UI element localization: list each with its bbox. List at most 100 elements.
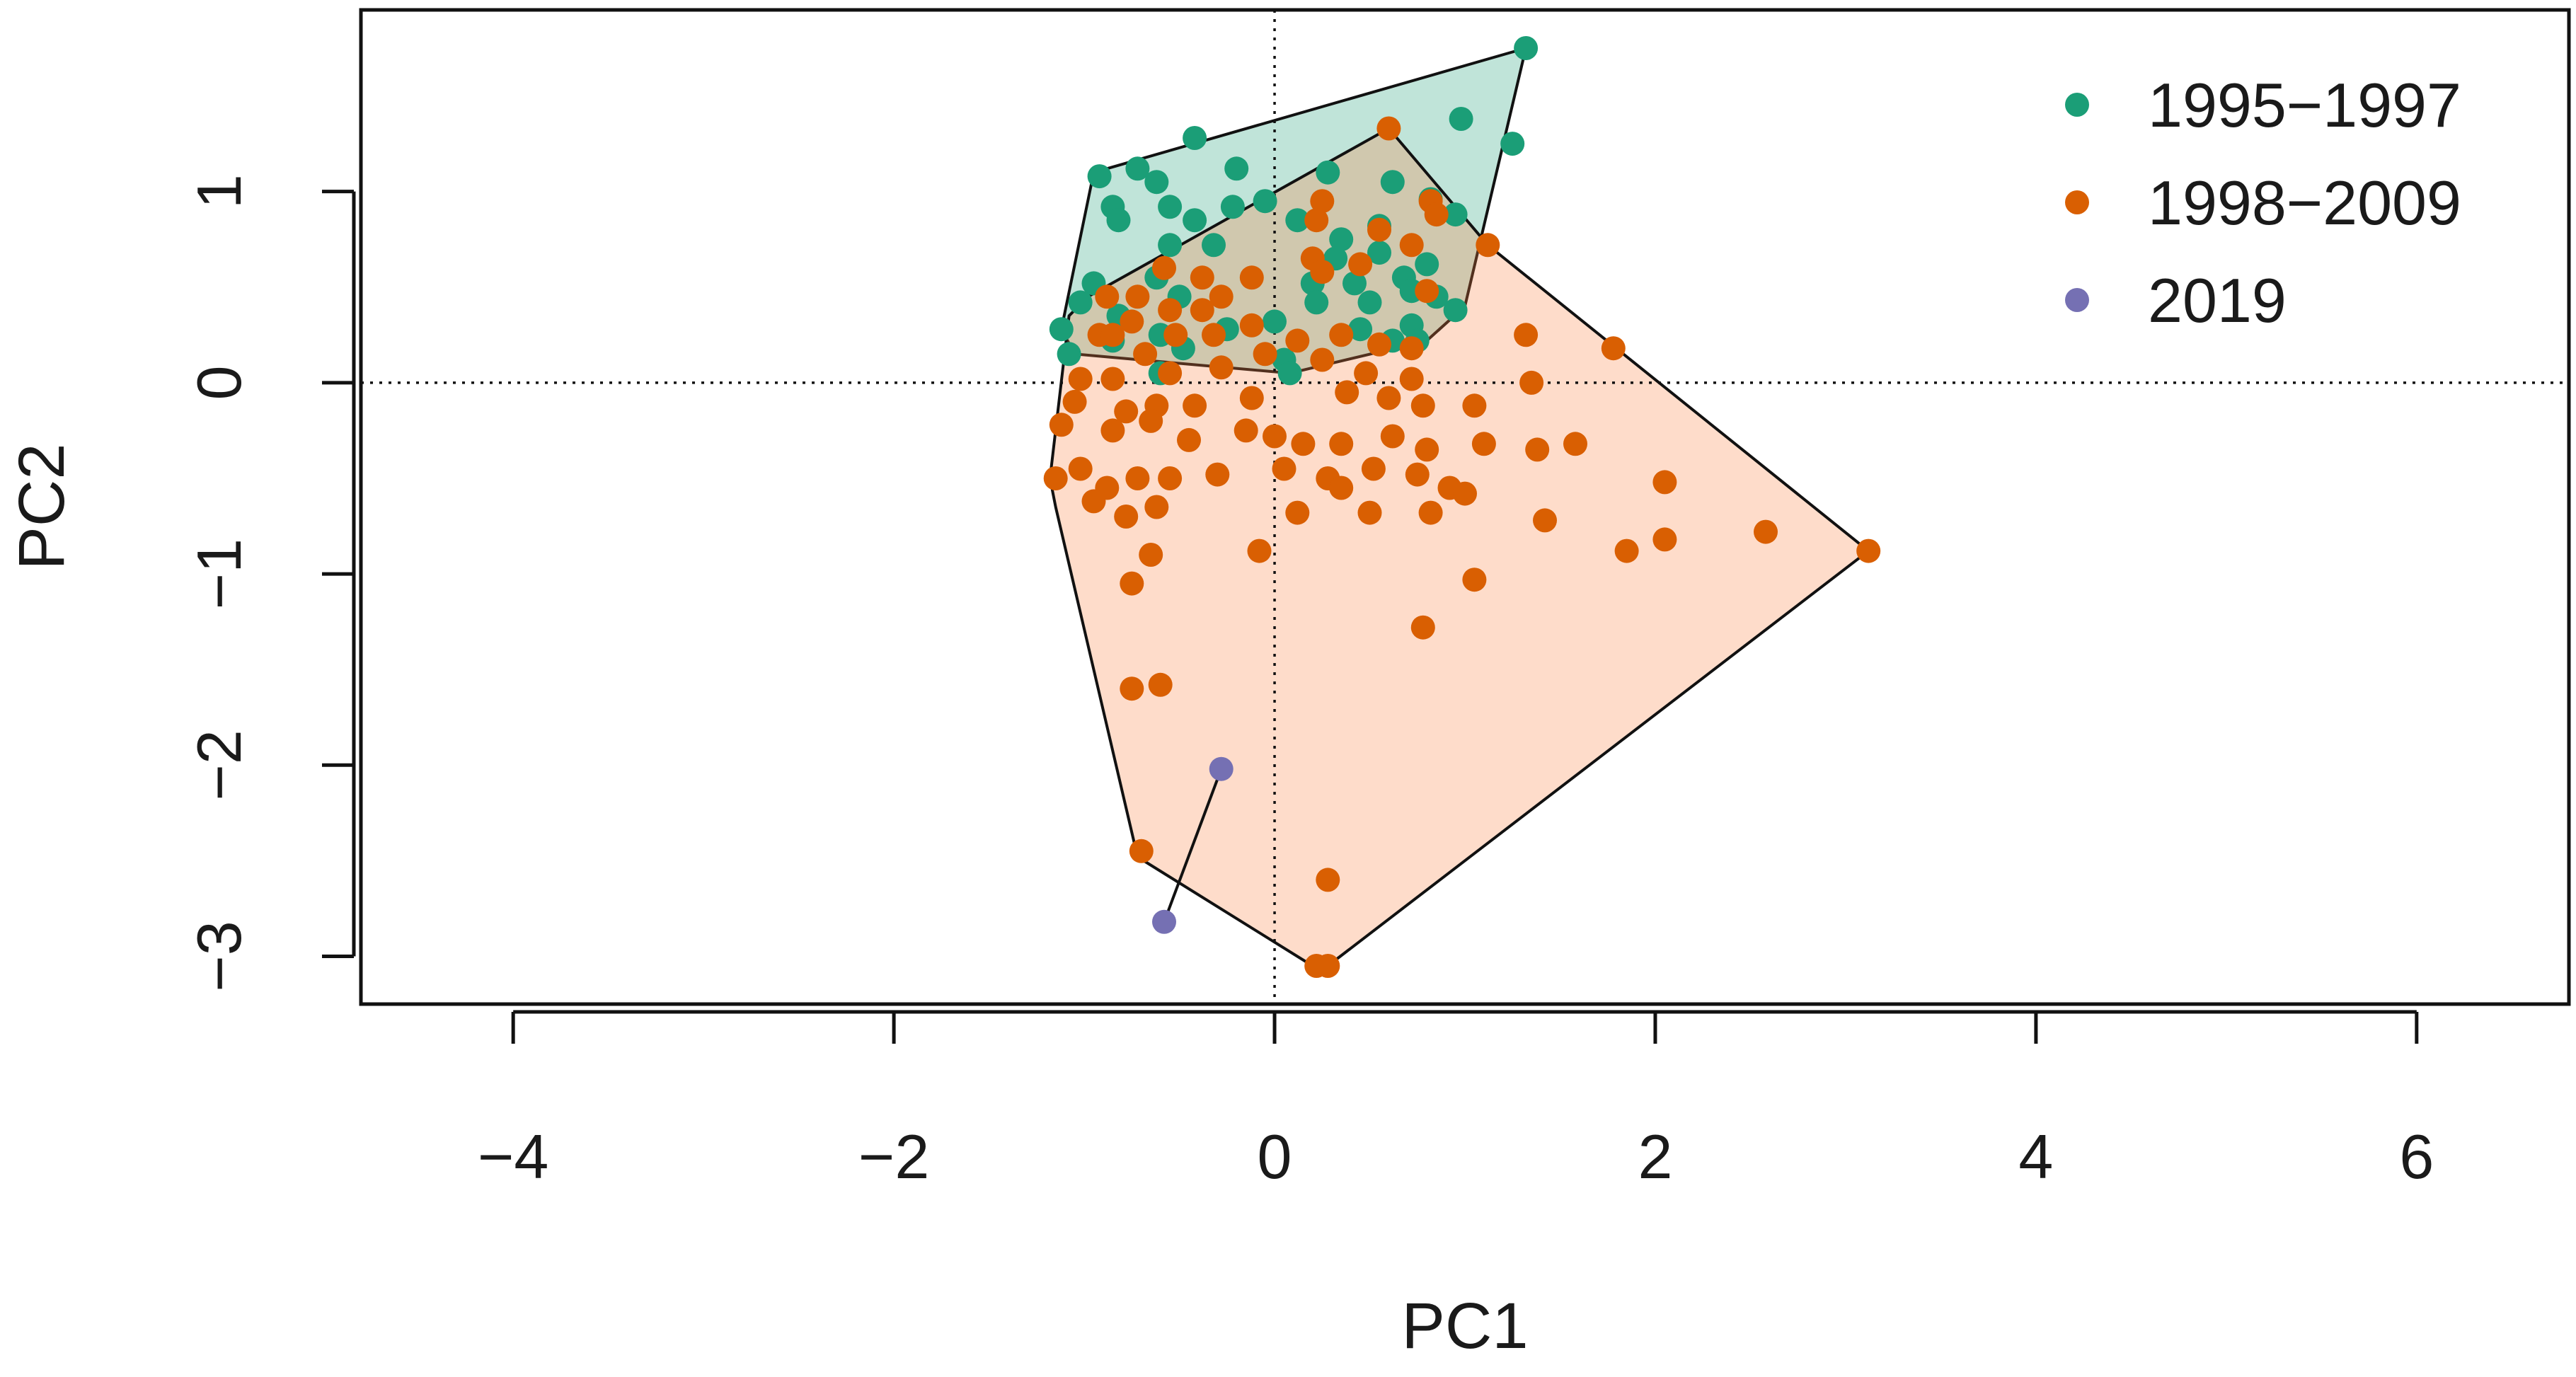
point-s1-52 — [1277, 361, 1302, 386]
point-s2-20 — [1209, 284, 1234, 309]
point-s2-76 — [1081, 489, 1106, 514]
y-tick-label: 0 — [184, 365, 254, 400]
point-s2-26 — [1100, 323, 1125, 347]
point-s2-46 — [1239, 386, 1264, 410]
point-s1-5 — [1087, 164, 1112, 189]
point-s2-28 — [1253, 342, 1277, 367]
point-s2-30 — [1329, 323, 1354, 347]
point-s2-57 — [1263, 424, 1287, 449]
point-s1-9 — [1316, 160, 1340, 185]
plot-frame — [359, 8, 2571, 1006]
point-s2-31 — [1367, 332, 1391, 357]
reference-lines — [361, 10, 2569, 1004]
point-s2-13 — [1190, 265, 1214, 290]
legend: 1995−1997 1998−2009 2019 — [2065, 70, 2461, 335]
y-axis-title: PC2 — [6, 444, 78, 570]
point-s1-39 — [1304, 290, 1329, 315]
point-s2-77 — [1114, 505, 1139, 529]
point-s2-56 — [1234, 418, 1258, 443]
point-s2-4 — [1424, 202, 1449, 227]
point-s1-4 — [1183, 126, 1207, 150]
point-s1-34 — [1068, 290, 1093, 315]
point-s1-6 — [1125, 156, 1150, 181]
x-tick-label: 4 — [2018, 1122, 2053, 1192]
point-s2-78 — [1144, 495, 1169, 519]
point-s3-2 — [1152, 909, 1176, 934]
point-s2-16 — [1095, 284, 1120, 309]
point-s2-80 — [1329, 476, 1354, 500]
y-tick-label: −3 — [184, 921, 254, 991]
point-s2-7 — [1367, 217, 1391, 242]
legend-marker-3 — [2065, 288, 2089, 312]
point-s2-38 — [1209, 355, 1234, 380]
point-s2-82 — [1418, 500, 1443, 525]
point-s2-50 — [1462, 393, 1487, 418]
point-s2-83 — [1453, 481, 1477, 506]
point-s2-70 — [1205, 462, 1230, 487]
axes-layer: −4 −2 0 2 4 6 −3 −2 −1 0 1 — [184, 174, 2434, 1192]
point-s2-88 — [1247, 538, 1272, 563]
point-s2-27 — [1133, 342, 1158, 367]
point-s2-2 — [1476, 233, 1500, 258]
point-s2-96 — [1148, 672, 1173, 697]
point-s2-54 — [1139, 408, 1163, 433]
point-s3-1 — [1209, 756, 1234, 781]
point-s2-6 — [1304, 208, 1329, 233]
point-s2-86 — [1139, 543, 1163, 567]
legend-marker-2 — [2065, 190, 2089, 214]
point-s2-92 — [1856, 538, 1881, 563]
legend-label-3: 2019 — [2148, 265, 2287, 335]
point-s2-65 — [1043, 466, 1068, 490]
y-tick-label: −1 — [184, 538, 254, 609]
point-s1-25 — [1367, 241, 1391, 265]
point-s2-64 — [1525, 437, 1550, 462]
point-s2-37 — [1158, 361, 1183, 386]
point-s2-19 — [1190, 298, 1214, 323]
point-s1-40 — [1357, 290, 1382, 315]
point-s2-61 — [1415, 437, 1439, 462]
point-s1-8 — [1224, 156, 1249, 181]
hull-3 — [1163, 768, 1223, 923]
point-s2-36 — [1100, 367, 1125, 391]
point-s2-35 — [1068, 367, 1093, 391]
point-s1-44 — [1057, 342, 1081, 367]
point-s1-26 — [1415, 252, 1439, 277]
point-s2-58 — [1291, 432, 1316, 456]
point-s1-14 — [1183, 208, 1207, 233]
point-s2-42 — [1062, 389, 1087, 414]
point-s2-89 — [1614, 538, 1639, 563]
point-s2-87 — [1120, 571, 1144, 596]
point-s1-10 — [1380, 170, 1405, 195]
point-s2-18 — [1158, 298, 1183, 323]
point-s2-100 — [1316, 954, 1340, 978]
point-s2-32 — [1399, 336, 1424, 361]
point-s1-3 — [1449, 107, 1473, 131]
point-s2-23 — [1202, 323, 1226, 347]
point-s2-90 — [1652, 527, 1677, 552]
point-s2-73 — [1361, 456, 1386, 481]
point-s2-69 — [1158, 466, 1183, 490]
y-tick-label: 1 — [184, 174, 254, 209]
point-s2-66 — [1068, 456, 1093, 481]
point-s2-40 — [1354, 361, 1379, 386]
point-s2-62 — [1471, 432, 1496, 456]
point-s2-29 — [1285, 328, 1310, 353]
point-s1-31 — [1342, 271, 1367, 296]
point-s2-47 — [1335, 380, 1359, 405]
point-s2-11 — [1415, 279, 1439, 304]
point-s2-12 — [1152, 255, 1176, 280]
point-s1-48 — [1348, 317, 1373, 342]
point-s2-33 — [1514, 323, 1539, 347]
point-s2-22 — [1163, 323, 1188, 347]
x-tick-label: 2 — [1638, 1122, 1672, 1192]
point-s1-15 — [1220, 195, 1245, 219]
point-s2-79 — [1285, 500, 1310, 525]
point-s2-84 — [1533, 508, 1557, 533]
x-tick-label: −2 — [858, 1122, 929, 1192]
point-s1-1 — [1514, 36, 1539, 60]
point-s2-52 — [1049, 413, 1074, 437]
point-s2-95 — [1120, 676, 1144, 701]
point-s2-68 — [1125, 466, 1150, 490]
